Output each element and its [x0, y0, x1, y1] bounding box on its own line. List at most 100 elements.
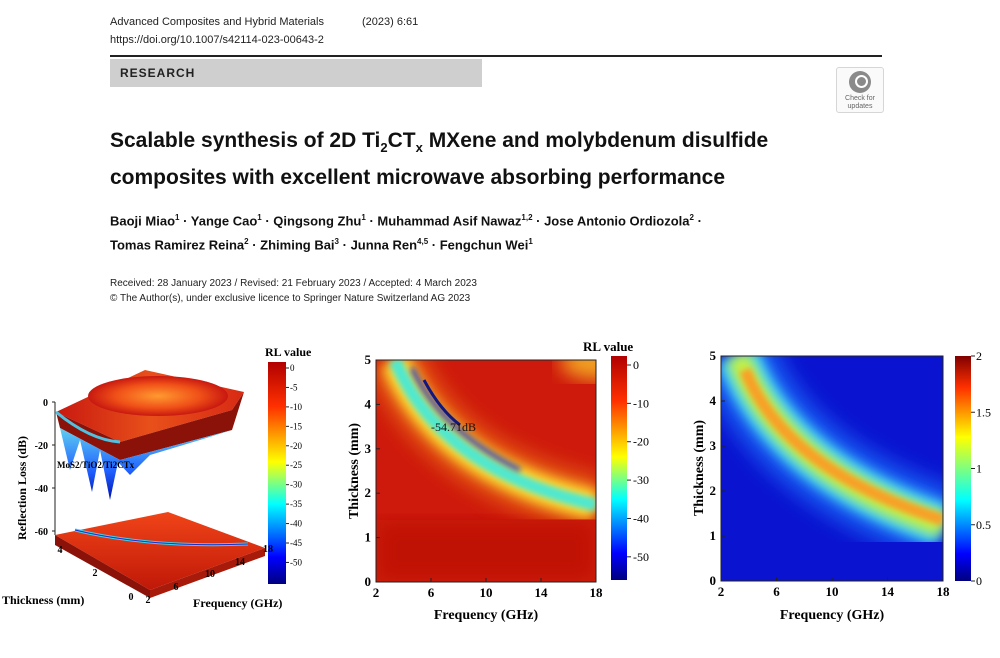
chart-b-x-label: Frequency (GHz) [434, 608, 539, 623]
thickness-tick-label: 4 [58, 545, 63, 556]
check-updates-icon [849, 71, 871, 93]
colorbar-tick-label: -20 [633, 435, 649, 449]
y-tick-label: 5 [710, 348, 717, 363]
check-for-updates-button[interactable]: Check for updates [836, 67, 884, 113]
y-tick-label: 0 [710, 573, 717, 588]
author-affiliation: 1 [257, 213, 262, 222]
author-separator: · [248, 237, 261, 253]
chart-a-frequency-ticks: 2 6 10 14 18 [146, 544, 274, 606]
author-separator: · [428, 237, 440, 253]
rl-band-min [410, 367, 521, 472]
title-sub: x [415, 140, 423, 156]
author-name[interactable]: Jose Antonio Ordiozola [544, 213, 690, 229]
rl-band-cyan [388, 360, 596, 512]
chart-c-y-ticks: 0 1 2 3 4 5 [710, 348, 725, 588]
colorbar-tick-label: -30 [633, 473, 649, 487]
frequency-tick-label: 6 [174, 582, 179, 593]
surface-plot-3d: RL value 0-5-10-15-20-25-30-35-40-45-50 … [2, 345, 312, 610]
x-tick-label: 6 [773, 584, 780, 599]
y-tick-label: 3 [710, 438, 717, 453]
author-name[interactable]: Yange Cao [190, 213, 258, 229]
y-tick-label: 1 [710, 528, 717, 543]
author-affiliation: 4,5 [417, 237, 429, 247]
chart-b-colorbar-ticks: 0 -10 -20 -30 -40 -50 [627, 358, 649, 564]
z-tick-label: -40 [35, 484, 48, 495]
journal-volume: (2023) 6:61 [362, 16, 419, 28]
surface-band [55, 410, 121, 444]
author-separator: · [261, 213, 274, 229]
impedance-band-orange [739, 367, 943, 526]
upper-surface-dome [88, 376, 228, 416]
chart-a-thickness-label: Thickness (mm) [2, 593, 84, 607]
author-separator: · [532, 213, 545, 229]
frequency-tick-label: 14 [235, 557, 245, 568]
header-rule [110, 55, 882, 57]
colorbar-tick-label: -30 [290, 480, 302, 490]
chart-a-z-label: Reflection Loss (dB) [15, 436, 29, 540]
rl-band-core [422, 379, 461, 427]
history-dates: Received: 28 January 2023 / Revised: 21 … [110, 278, 477, 289]
colorbar-tick-label: -40 [633, 511, 649, 525]
chart-c-x-label: Frequency (GHz) [780, 608, 885, 623]
colorbar-tick-label: 1 [976, 462, 982, 476]
frequency-tick-label: 18 [263, 544, 273, 555]
journal-header: Advanced Composites and Hybrid Materials… [110, 13, 418, 49]
colorbar-tick-label: -40 [290, 519, 302, 529]
rl-min-annotation: -54.71dB [431, 420, 476, 434]
chart-b-y-ticks: 0 1 2 3 4 5 [365, 352, 380, 589]
author-affiliation: 1,2 [521, 213, 533, 222]
colorbar-tick-label: -10 [633, 396, 649, 410]
frequency-tick-label: 10 [205, 569, 215, 580]
author-separator: · [365, 213, 378, 229]
chart-b-legend-title: RL value [583, 339, 633, 354]
floor-edge-left [55, 535, 150, 598]
x-tick-label: 18 [590, 585, 604, 600]
rl-heatmap-field [376, 360, 596, 582]
chart-c-colorbar [955, 356, 971, 581]
chart-c-colorbar-ticks: 0 0.5 1 1.5 2 [971, 349, 991, 588]
chart-b-x-ticks: 2 6 10 14 18 [373, 578, 603, 600]
x-tick-label: 10 [826, 584, 839, 599]
x-tick-label: 2 [718, 584, 725, 599]
title-line-2: composites with excellent microwave abso… [110, 166, 726, 190]
author-name[interactable]: Muhammad Asif Nawaz [377, 213, 522, 229]
author-name[interactable]: Fengchun Wei [439, 237, 529, 253]
article-dates: Received: 28 January 2023 / Revised: 21 … [110, 276, 477, 306]
author-affiliation: 2 [244, 237, 249, 247]
surface-drips [60, 428, 232, 500]
doi-link[interactable]: https://doi.org/10.1007/s42114-023-00643… [110, 34, 324, 46]
check-updates-line1: Check for [845, 95, 875, 102]
check-updates-line2: updates [847, 103, 873, 110]
chart-a-z-ticks: 0 -20 -40 -60 [35, 398, 55, 538]
colorbar-tick-label: -5 [290, 382, 298, 392]
author-name[interactable]: Zhiming Bai [260, 237, 335, 253]
y-tick-label: 2 [710, 483, 717, 498]
rl-heatmap: -54.71dB 2 6 10 14 18 0 1 2 3 4 5 Frequency (GHz)… [347, 339, 649, 623]
chart-c-x-ticks: 2 6 10 14 18 [718, 577, 950, 599]
colorbar-tick-label: -15 [290, 421, 302, 431]
z-tick-label: -20 [35, 441, 48, 452]
article-title: Scalable synthesis of 2D Ti2CTx MXene an… [110, 126, 850, 193]
y-tick-label: 2 [365, 485, 372, 500]
y-tick-label: 3 [365, 441, 372, 456]
colorbar-tick-label: -25 [290, 460, 302, 470]
author-affiliation: 1 [528, 237, 533, 247]
colorbar-tick-label: 0 [290, 363, 295, 373]
author-name[interactable]: Tomas Ramirez Reina [110, 237, 245, 253]
colorbar-tick-label: 0 [976, 574, 982, 588]
author-separator: · [179, 213, 191, 229]
chart-c-y-label: Thickness (mm) [692, 420, 707, 516]
author-affiliation: 3 [334, 237, 339, 247]
chart-b-y-label: Thickness (mm) [347, 423, 362, 519]
impedance-heatmap-field [721, 356, 943, 581]
author-separator: · [693, 213, 702, 229]
colorbar-tick-label: -45 [290, 538, 302, 548]
x-tick-label: 10 [480, 585, 493, 600]
author-name[interactable]: Baoji Miao [110, 213, 176, 229]
frequency-tick-label: 2 [146, 595, 151, 606]
chart-a-thickness-ticks: 4 2 0 [58, 545, 134, 603]
author-name[interactable]: Qingsong Zhu [273, 213, 362, 229]
author-name[interactable]: Junna Ren [350, 237, 418, 253]
author-affiliation: 1 [361, 213, 366, 222]
